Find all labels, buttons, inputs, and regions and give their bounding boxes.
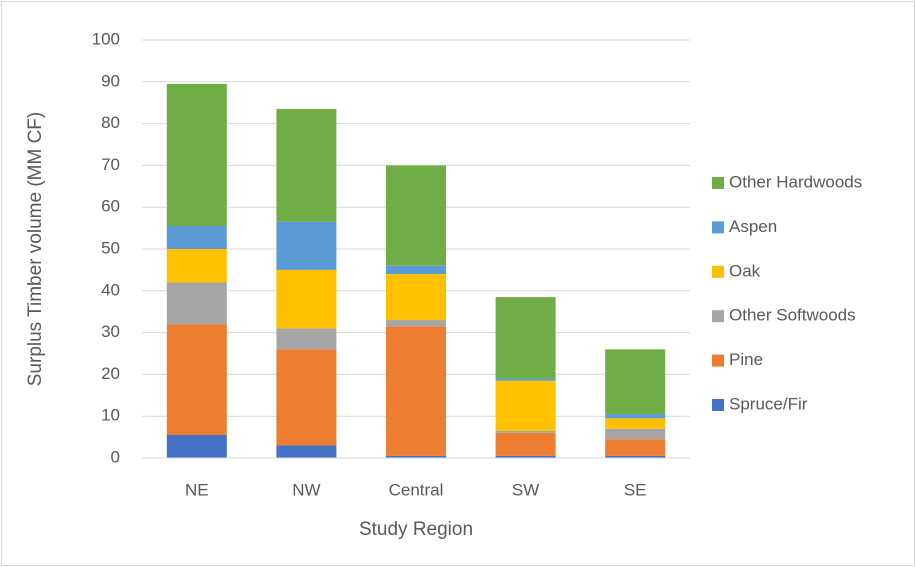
legend-label: Pine [729, 350, 763, 369]
y-tick-label: 50 [101, 238, 120, 257]
legend-label: Other Softwoods [729, 306, 856, 325]
bar-segment [276, 221, 337, 270]
bar-segment [386, 274, 446, 321]
bar-segment [605, 418, 666, 429]
x-tick-label: NW [292, 480, 320, 499]
legend-swatch [712, 265, 724, 278]
bar-segment [276, 108, 337, 222]
bar-segment [166, 249, 227, 283]
legend-label: Aspen [729, 217, 777, 236]
bar-segment [386, 165, 446, 266]
x-tick-label: SE [624, 480, 647, 499]
bar-segment [386, 320, 446, 327]
bar-segment [495, 378, 556, 381]
legend-label: Oak [729, 261, 761, 280]
legend-swatch [712, 354, 724, 367]
y-tick-label: 20 [101, 364, 120, 383]
legend-swatch [712, 221, 724, 234]
legend-swatch [712, 177, 724, 189]
x-tick-label: NE [185, 480, 209, 499]
bar-segment [495, 455, 556, 458]
bar-segment [166, 226, 227, 249]
bar-segment [166, 435, 227, 458]
legend-label: Spruce/Fir [729, 394, 808, 413]
bar-segment [605, 414, 666, 419]
bar-segment [605, 428, 666, 440]
bar-segment [276, 328, 337, 350]
y-axis-title: Surplus Timber volume (MM CF) [25, 112, 46, 387]
bar-segment [276, 269, 337, 329]
legend-swatch [712, 399, 724, 411]
bar-segment [166, 83, 227, 227]
bar-segment [386, 326, 446, 456]
x-tick-label: Central [389, 480, 444, 499]
bar-segment [386, 265, 446, 275]
y-tick-label: 0 [111, 447, 120, 466]
y-tick-label: 60 [101, 197, 120, 216]
y-tick-label: 100 [92, 29, 120, 48]
y-tick-label: 30 [101, 322, 120, 341]
y-tick-label: 80 [101, 113, 120, 132]
y-tick-label: 90 [101, 71, 120, 90]
y-tick-label: 70 [101, 155, 120, 174]
bar-segment [166, 282, 227, 325]
bar-segment [495, 430, 556, 433]
bar-segment [386, 455, 446, 458]
x-tick-label: SW [512, 480, 539, 499]
bar-segment [495, 380, 556, 431]
bar-segment [276, 349, 337, 446]
bar-segment [276, 445, 337, 458]
y-tick-label: 10 [101, 406, 120, 425]
bar-segment [166, 324, 227, 436]
legend-swatch [712, 310, 724, 323]
bar-segment [605, 439, 666, 456]
legend-label: Other Hardwoods [729, 172, 862, 191]
y-tick-label: 40 [101, 280, 120, 299]
bar-segment [495, 297, 556, 379]
bar-segment [495, 432, 556, 456]
bar-segment [605, 455, 666, 458]
x-axis-title: Study Region [359, 519, 473, 540]
bar-segment [605, 349, 666, 415]
